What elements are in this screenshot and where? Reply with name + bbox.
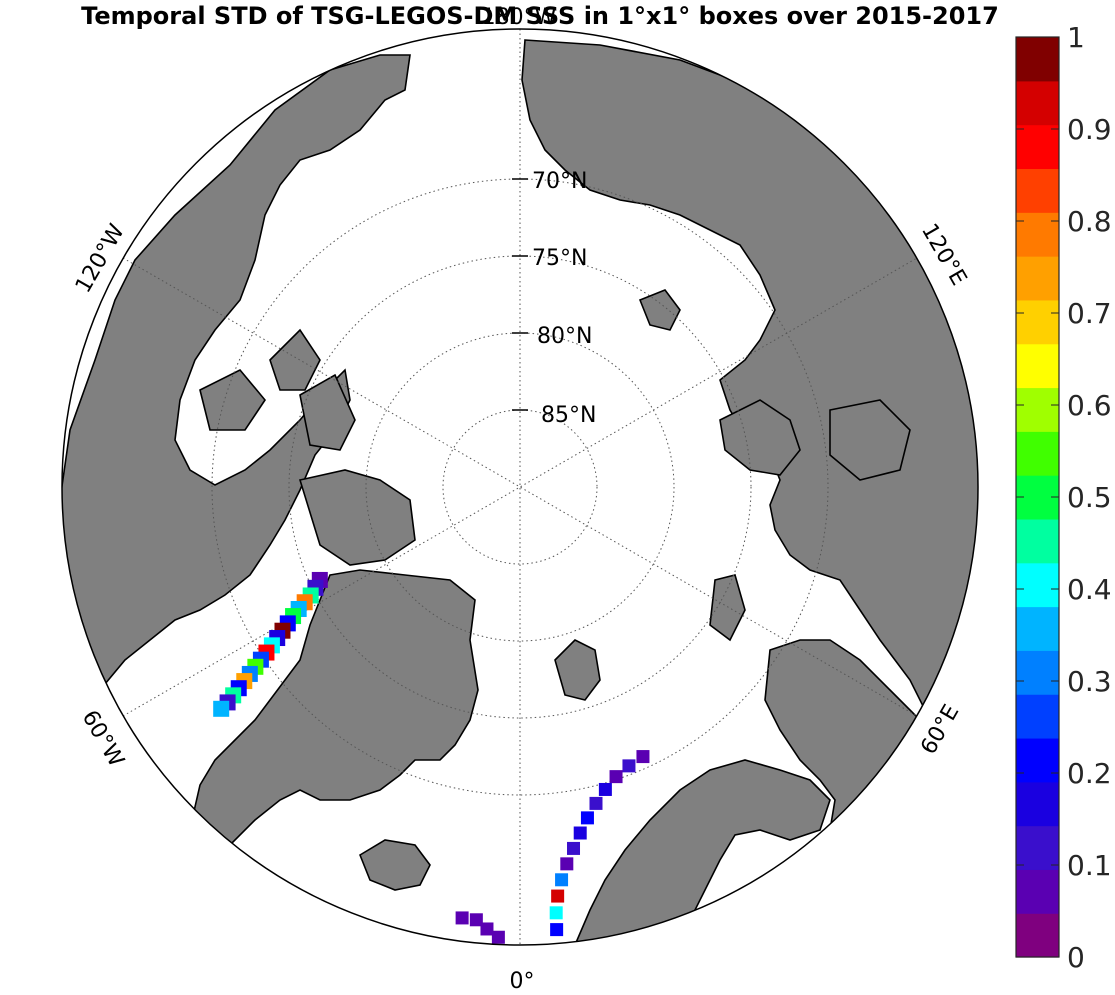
colorbar-block	[1016, 299, 1059, 345]
colorbar-block	[1016, 387, 1059, 432]
colorbar-block	[1016, 650, 1059, 695]
land-novaya-zemlya	[719, 399, 801, 476]
land-franz-josef	[638, 289, 681, 331]
colorbar-tick-label: 0.6	[1067, 389, 1112, 422]
colorbar-block	[1016, 869, 1059, 914]
std-cell	[609, 770, 623, 784]
lat-circle-75	[288, 255, 752, 719]
colorbar-block	[1016, 37, 1059, 82]
colorbar-tick-label: 0	[1067, 941, 1085, 974]
std-cell	[636, 750, 650, 764]
lat-label-80: 80°N	[537, 324, 592, 349]
colorbar-block	[1016, 80, 1059, 126]
lon-label-60e: 60°E	[916, 701, 964, 759]
colorbar-tick-label: 0.1	[1067, 849, 1112, 882]
std-cell	[580, 811, 594, 825]
std-cell	[455, 911, 469, 925]
std-cell	[555, 873, 569, 887]
land-island-a	[269, 328, 321, 391]
colorbar-block	[1016, 737, 1059, 783]
colorbar-tick-label: 0.4	[1067, 573, 1112, 606]
land-masses	[62, 39, 978, 945]
std-cell	[622, 759, 636, 773]
colorbar-tick-label: 0.2	[1067, 757, 1112, 790]
std-cell	[213, 700, 230, 717]
land-iceland	[359, 839, 431, 891]
colorbar: 0 0.1 0.2 0.3 0.4 0.5 0.6 0.7 0.8 0.9 1	[1015, 21, 1112, 974]
std-cell	[560, 857, 574, 871]
colorbar-tick-label: 0.9	[1067, 113, 1112, 146]
colorbar-block	[1016, 212, 1059, 257]
std-cell	[549, 906, 563, 920]
land-svalbard	[554, 639, 601, 701]
colorbar-block	[1016, 168, 1059, 213]
colorbar-block	[1016, 256, 1059, 301]
colorbar-tick-label: 1	[1067, 21, 1085, 54]
colorbar-block	[1016, 343, 1059, 389]
land-island-b	[299, 373, 356, 451]
colorbar-tick-label: 0.7	[1067, 297, 1112, 330]
colorbar-block	[1016, 518, 1059, 564]
land-canada-north	[62, 54, 411, 702]
map-area: 70°N 75°N 80°N 85°N 180°W 120°W 120°E 60…	[61, 5, 979, 994]
colorbar-tick-label: 0.5	[1067, 481, 1112, 514]
std-cell	[551, 889, 565, 903]
colorbar-block	[1016, 606, 1059, 651]
lon-label-60w: 60°W	[77, 706, 129, 771]
colorbar-block	[1016, 694, 1059, 739]
colorbar-block	[1016, 431, 1059, 476]
std-cell	[598, 782, 612, 796]
std-cell	[491, 930, 505, 944]
std-data-tracks	[213, 571, 650, 944]
std-cell	[469, 913, 483, 927]
colorbar-tick-label: 0.3	[1067, 665, 1112, 698]
colorbar-ticks: 0 0.1 0.2 0.3 0.4 0.5 0.6 0.7 0.8 0.9 1	[1016, 21, 1112, 974]
land-taymyr	[829, 399, 911, 481]
colorbar-block	[1016, 562, 1059, 608]
lon-label-180w: 180°W	[482, 5, 557, 30]
lat-circle-85	[442, 409, 598, 565]
std-cell	[480, 922, 494, 936]
lat-circle-70	[211, 178, 829, 796]
std-cell	[567, 841, 581, 855]
land-island-d	[199, 369, 266, 431]
colorbar-block	[1016, 825, 1059, 870]
lat-label-70: 70°N	[532, 169, 587, 194]
lat-label-85: 85°N	[541, 403, 596, 428]
lon-label-0: 0°	[510, 969, 535, 994]
map-frame	[61, 28, 979, 946]
std-cell	[573, 826, 587, 840]
land-greenland	[191, 569, 479, 862]
land-island-c	[298, 469, 416, 566]
meridian-ticks	[512, 178, 528, 411]
colorbar-block	[1016, 913, 1059, 958]
std-cell	[589, 796, 603, 810]
lat-label-75: 75°N	[532, 246, 587, 271]
colorbar-block	[1016, 781, 1059, 827]
colorbar-tick-label: 0.8	[1067, 205, 1112, 238]
std-cell	[550, 923, 564, 937]
land-novaya-zemlya-south	[709, 574, 746, 642]
colorbar-block	[1016, 124, 1059, 170]
chart-title: Temporal STD of TSG-LEGOS-DM SSS in 1°x1…	[81, 2, 999, 30]
colorbar-blocks	[1016, 37, 1059, 958]
